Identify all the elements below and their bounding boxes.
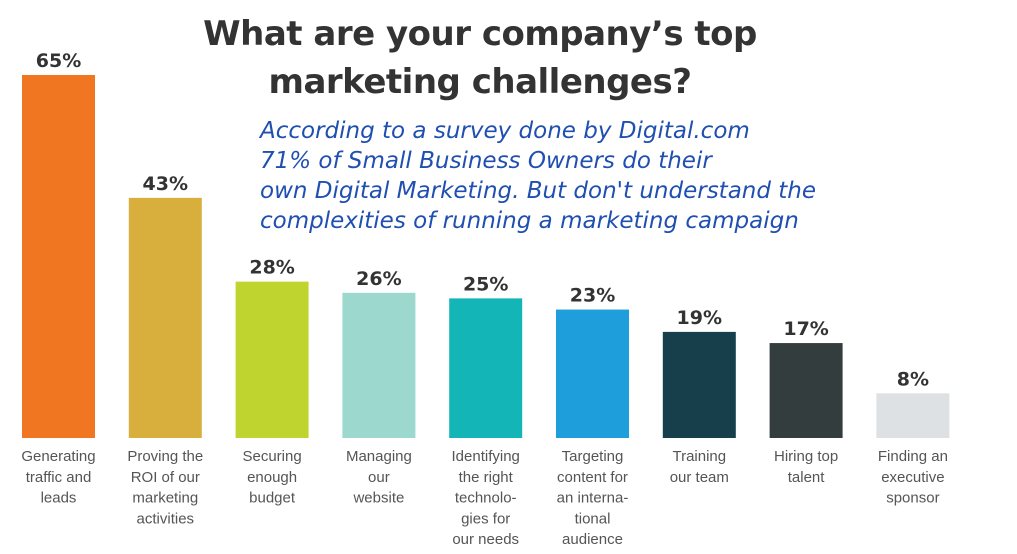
bar-value-label-4: 26% <box>356 268 401 290</box>
survey-note-line-2: 71% of Small Business Owners do their <box>260 148 712 174</box>
bar-2 <box>128 197 202 438</box>
category-label-8: Hiring top talent <box>774 448 838 486</box>
category-label-7: Training our team <box>670 448 729 486</box>
bar-6 <box>556 309 629 438</box>
bar-4 <box>342 292 416 438</box>
survey-note: According to a survey done by Digital.co… <box>260 116 1000 236</box>
chart-title: What are your company’s top marketing ch… <box>180 10 780 106</box>
survey-note-line-3: own Digital Marketing. But don't underst… <box>260 178 817 204</box>
chart-title-line-1: What are your company’s top <box>203 14 757 54</box>
bar-9 <box>876 393 950 438</box>
category-label-5: Identifying the right technolo-gies for our… <box>452 448 520 548</box>
bar-7 <box>662 331 736 438</box>
bar-value-label-5: 25% <box>463 273 508 295</box>
bar-value-label-1: 65% <box>36 50 81 72</box>
bar-1 <box>22 75 95 438</box>
bar-value-label-2: 43% <box>143 173 188 195</box>
category-label-9: Finding an executive sponsor <box>878 448 948 507</box>
category-label-6: Targeting content for an interna-tional aud… <box>557 448 629 548</box>
category-label-4: Managing our website <box>346 448 412 507</box>
chart-title-line-2: marketing challenges? <box>268 62 692 102</box>
bar-8 <box>769 343 843 438</box>
category-label-2: Proving the ROI of our marketing activities <box>127 448 203 527</box>
bar-value-label-7: 19% <box>677 307 722 329</box>
category-label-1: Generating traffic and leads <box>21 448 95 507</box>
category-label-3: Securing enough budget <box>242 448 301 507</box>
survey-note-line-1: According to a survey done by Digital.co… <box>260 118 750 144</box>
bar-value-label-6: 23% <box>570 285 615 307</box>
survey-note-line-4: complexities of running a marketing camp… <box>260 208 799 234</box>
bar-value-label-8: 17% <box>783 318 828 340</box>
bar-5 <box>449 298 523 438</box>
bar-value-label-9: 8% <box>897 368 929 390</box>
bar-value-label-3: 28% <box>249 257 294 279</box>
bar-3 <box>235 281 309 438</box>
